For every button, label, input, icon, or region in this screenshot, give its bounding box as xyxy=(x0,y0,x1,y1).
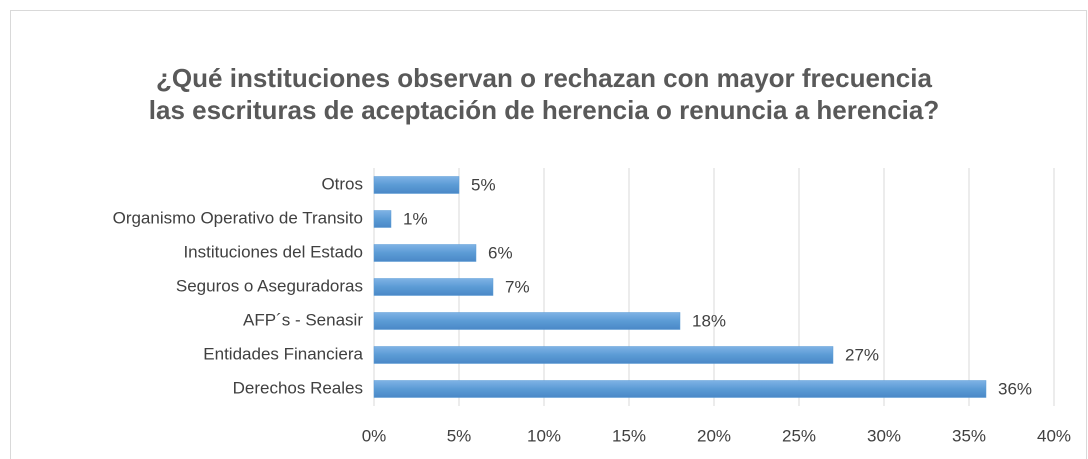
data-label: 6% xyxy=(488,243,513,262)
y-tick-label: Organismo Operativo de Transito xyxy=(113,208,363,227)
x-tick-label: 5% xyxy=(447,426,472,445)
x-tick-label: 0% xyxy=(362,426,387,445)
x-tick-label: 40% xyxy=(1037,426,1071,445)
y-tick-label: Otros xyxy=(321,174,363,193)
y-tick-label: Derechos Reales xyxy=(233,378,363,397)
y-tick-label: Instituciones del Estado xyxy=(183,242,363,261)
chart-title: ¿Qué instituciones observan o rechazan c… xyxy=(148,63,940,125)
bar xyxy=(373,278,494,296)
data-label: 27% xyxy=(845,345,879,364)
x-tick-label: 25% xyxy=(782,426,816,445)
data-label: 18% xyxy=(692,311,726,330)
bar xyxy=(373,346,834,364)
y-tick-label: AFP´s - Senasir xyxy=(243,310,363,329)
y-tick-label: Seguros o Aseguradoras xyxy=(176,276,363,295)
y-tick-label: Entidades Financiera xyxy=(203,344,363,363)
bar xyxy=(373,244,477,262)
x-tick-label: 15% xyxy=(612,426,646,445)
bar xyxy=(373,312,681,330)
chart-border xyxy=(10,10,1087,459)
bar xyxy=(373,380,987,398)
bar xyxy=(373,210,392,228)
data-label: 7% xyxy=(505,277,530,296)
x-tick-label: 30% xyxy=(867,426,901,445)
bar xyxy=(373,176,460,194)
data-label: 1% xyxy=(403,209,428,228)
data-label: 5% xyxy=(471,175,496,194)
x-tick-label: 20% xyxy=(697,426,731,445)
x-tick-label: 35% xyxy=(952,426,986,445)
data-label: 36% xyxy=(998,379,1032,398)
x-tick-label: 10% xyxy=(527,426,561,445)
